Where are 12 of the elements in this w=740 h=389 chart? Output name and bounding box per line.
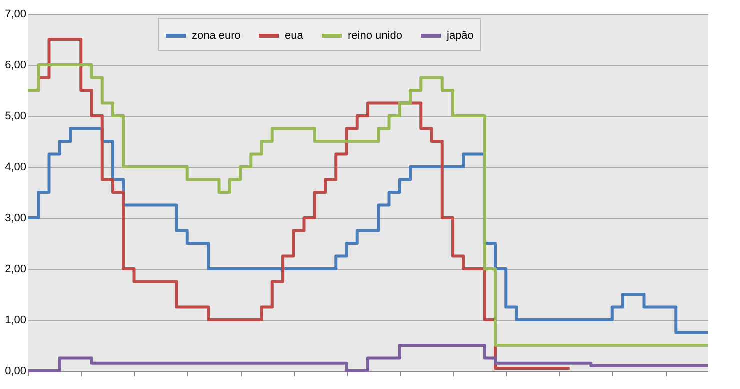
y-tick-label: 7,00 bbox=[5, 8, 26, 20]
y-tick-label: 0,00 bbox=[5, 366, 26, 378]
legend-label: eua bbox=[285, 30, 304, 42]
legend-label: japão bbox=[446, 30, 474, 42]
y-tick-label: 2,00 bbox=[5, 264, 26, 276]
y-tick-label: 4,00 bbox=[5, 162, 26, 174]
legend-label: zona euro bbox=[192, 30, 241, 42]
legend-label: reino unido bbox=[348, 30, 402, 42]
y-tick-label: 1,00 bbox=[5, 314, 26, 326]
y-tick-label: 6,00 bbox=[5, 60, 26, 72]
y-tick-label: 3,00 bbox=[5, 212, 26, 224]
y-tick-label: 5,00 bbox=[5, 110, 26, 122]
